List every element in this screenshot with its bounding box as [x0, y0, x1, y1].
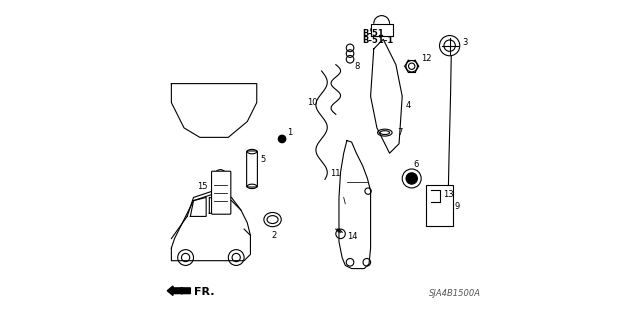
Polygon shape [371, 39, 402, 153]
Text: B-51-1: B-51-1 [363, 36, 394, 45]
Text: 11: 11 [330, 169, 340, 178]
Bar [426, 185, 453, 226]
Polygon shape [339, 141, 371, 269]
Text: 2: 2 [271, 231, 276, 240]
FancyBboxPatch shape [212, 171, 231, 214]
Text: 12: 12 [421, 54, 432, 63]
Text: 9: 9 [454, 203, 460, 211]
Text: 7: 7 [397, 128, 403, 137]
Text: SJA4B1500A: SJA4B1500A [429, 289, 481, 298]
FancyBboxPatch shape [246, 151, 257, 187]
Text: 14: 14 [347, 233, 357, 241]
Text: B-51: B-51 [363, 28, 385, 38]
Text: 10: 10 [307, 98, 318, 107]
Polygon shape [371, 24, 393, 36]
Text: 5: 5 [260, 155, 265, 164]
Circle shape [406, 173, 417, 184]
Text: 6: 6 [413, 160, 419, 169]
Text: 15: 15 [197, 182, 208, 191]
Text: 8: 8 [355, 62, 360, 71]
Text: 1: 1 [287, 128, 292, 137]
FancyArrow shape [167, 286, 190, 295]
Text: FR.: FR. [193, 287, 214, 297]
Text: 13: 13 [444, 190, 454, 199]
Text: 4: 4 [405, 101, 411, 110]
Text: 3: 3 [462, 38, 468, 47]
Circle shape [278, 135, 286, 143]
